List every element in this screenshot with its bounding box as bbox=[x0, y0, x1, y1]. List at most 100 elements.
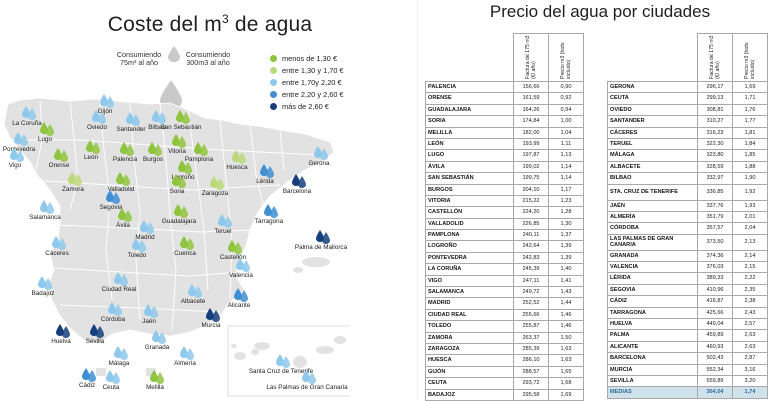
water-drop-icon bbox=[114, 346, 122, 359]
city-marker: Valencia bbox=[229, 258, 253, 279]
precio-cell: 1,41 bbox=[548, 274, 584, 288]
precio-cell: 2,38 bbox=[732, 295, 768, 308]
factura-cell: 376,03 bbox=[697, 261, 733, 274]
city-name-cell: SAN SEBASTIÁN bbox=[425, 172, 514, 185]
precio-cell: 1,77 bbox=[732, 115, 768, 128]
city-label: Ávila bbox=[116, 220, 130, 229]
table-row: BILBAO 332,97 1,90 bbox=[607, 172, 768, 185]
table-row: JAÉN 337,76 1,93 bbox=[607, 199, 768, 212]
table-row: LUGO 197,87 1,13 bbox=[425, 149, 584, 162]
city-name-cell: GIJÓN bbox=[425, 365, 514, 379]
city-label: Vigo bbox=[9, 162, 22, 169]
city-marker: Teruel bbox=[214, 214, 232, 235]
city-marker: Sevilla bbox=[86, 324, 105, 345]
water-drop-icon bbox=[54, 148, 62, 161]
precio-cell: 1,44 bbox=[548, 297, 584, 310]
city-name-cell: TERUEL bbox=[607, 137, 698, 151]
water-drop-icon bbox=[126, 112, 134, 125]
city-marker: Huesca bbox=[226, 150, 248, 171]
precio-cell: 1,14 bbox=[548, 172, 584, 185]
factura-cell: 295,58 bbox=[513, 388, 549, 401]
factura-cell: 242,64 bbox=[513, 240, 549, 253]
city-label: Salamanca bbox=[29, 214, 61, 221]
water-drop-icon bbox=[100, 94, 108, 107]
city-name-cell: MURCIA bbox=[607, 363, 698, 377]
city-name-cell: LÉRIDA bbox=[607, 272, 698, 285]
table-row: LA CORUÑA 245,39 1,40 bbox=[425, 263, 584, 276]
water-drop-icon bbox=[234, 242, 242, 255]
water-drop-icon bbox=[98, 112, 106, 125]
factura-cell: 410,96 bbox=[697, 283, 733, 297]
factura-cell: 242,83 bbox=[513, 251, 549, 265]
precio-cell: 1,76 bbox=[732, 103, 768, 117]
city-marker: Cádiz bbox=[79, 368, 96, 389]
precio-cell: 2,13 bbox=[732, 233, 768, 251]
water-drop-icon bbox=[232, 150, 240, 163]
medias-precio: 1,74 bbox=[732, 386, 768, 399]
city-marker: Huelva bbox=[51, 324, 71, 345]
city-name-cell: BARCELONA bbox=[607, 352, 698, 365]
table-row: VALENCIA 376,03 2,15 bbox=[607, 261, 768, 274]
water-drop-icon bbox=[144, 304, 152, 317]
factura-cell: 323,80 bbox=[697, 149, 733, 162]
factura-cell: 255,87 bbox=[513, 320, 549, 333]
factura-cell: 197,87 bbox=[513, 149, 549, 162]
table-row: HUESCA 286,10 1,63 bbox=[425, 354, 584, 367]
city-marker: Salamanca bbox=[29, 200, 61, 221]
city-label: Madrid bbox=[135, 234, 155, 241]
water-drop-icon bbox=[22, 106, 30, 119]
city-marker: Zaragoza bbox=[202, 176, 229, 197]
city-marker: Palma de Mallorca bbox=[295, 230, 348, 251]
water-drop-icon bbox=[236, 258, 244, 271]
table-row: OVIEDO 308,81 1,76 bbox=[607, 103, 768, 117]
table-row: ALICANTE 460,93 2,63 bbox=[607, 340, 768, 354]
water-drop-icon bbox=[276, 354, 284, 367]
water-drop-icon bbox=[212, 310, 220, 323]
factura-cell: 449,04 bbox=[697, 318, 733, 331]
precio-cell: 1,14 bbox=[548, 160, 584, 174]
city-label: Melilla bbox=[146, 384, 164, 391]
precio-cell: 1,40 bbox=[548, 263, 584, 276]
city-name-cell: GUADALAJARA bbox=[425, 103, 514, 117]
precio-cell: 2,43 bbox=[732, 306, 768, 320]
city-label: Valencia bbox=[229, 272, 253, 279]
water-drop-icon bbox=[82, 368, 90, 381]
city-label: Castellón bbox=[220, 254, 247, 261]
precio-cell: 1,63 bbox=[548, 354, 584, 367]
table-row: LEÓN 193,99 1,11 bbox=[425, 137, 584, 151]
city-label: Ciudad Real bbox=[102, 286, 137, 293]
city-marker: Santander bbox=[116, 112, 146, 133]
precio-cell: 1,88 bbox=[732, 160, 768, 174]
factura-cell: 336,85 bbox=[697, 183, 733, 201]
precio-cell: 1,39 bbox=[548, 240, 584, 253]
water-drop-icon bbox=[86, 140, 94, 153]
city-marker: Toledo bbox=[128, 238, 147, 259]
water-drop-icon bbox=[118, 208, 126, 221]
water-drop-icon bbox=[116, 172, 124, 185]
water-drop-icon bbox=[120, 142, 128, 155]
consumption-300-line2: 300m3 al año bbox=[186, 58, 230, 67]
water-drop-icon bbox=[176, 110, 184, 123]
precio-cell: 1,46 bbox=[548, 320, 584, 333]
water-drop-icon bbox=[74, 174, 82, 187]
water-drop-icon bbox=[106, 190, 114, 203]
city-label: Córdoba bbox=[101, 316, 126, 323]
water-drop-icon bbox=[194, 286, 202, 299]
city-name-cell: ÁVILA bbox=[425, 160, 514, 174]
table-row: PALMA 459,89 2,63 bbox=[607, 329, 768, 342]
city-name-cell: ALMERÍA bbox=[607, 210, 698, 224]
table-row: BARCELONA 502,43 2,87 bbox=[607, 352, 768, 365]
water-drop-icon bbox=[320, 148, 328, 161]
water-drop-icon bbox=[224, 216, 232, 229]
factura-cell: 296,17 bbox=[697, 80, 733, 94]
factura-cell: 263,37 bbox=[513, 331, 549, 345]
city-marker: Melilla bbox=[146, 370, 164, 391]
city-label: Tarragona bbox=[255, 218, 284, 225]
city-name-cell: VIGO bbox=[425, 274, 514, 288]
city-name-cell: LEÓN bbox=[425, 137, 514, 151]
precio-cell: 1,30 bbox=[548, 217, 584, 231]
water-drop-icon bbox=[92, 110, 100, 123]
city-label: Almería bbox=[174, 360, 196, 367]
table-title: Precio del agua por ciudades bbox=[489, 2, 711, 21]
